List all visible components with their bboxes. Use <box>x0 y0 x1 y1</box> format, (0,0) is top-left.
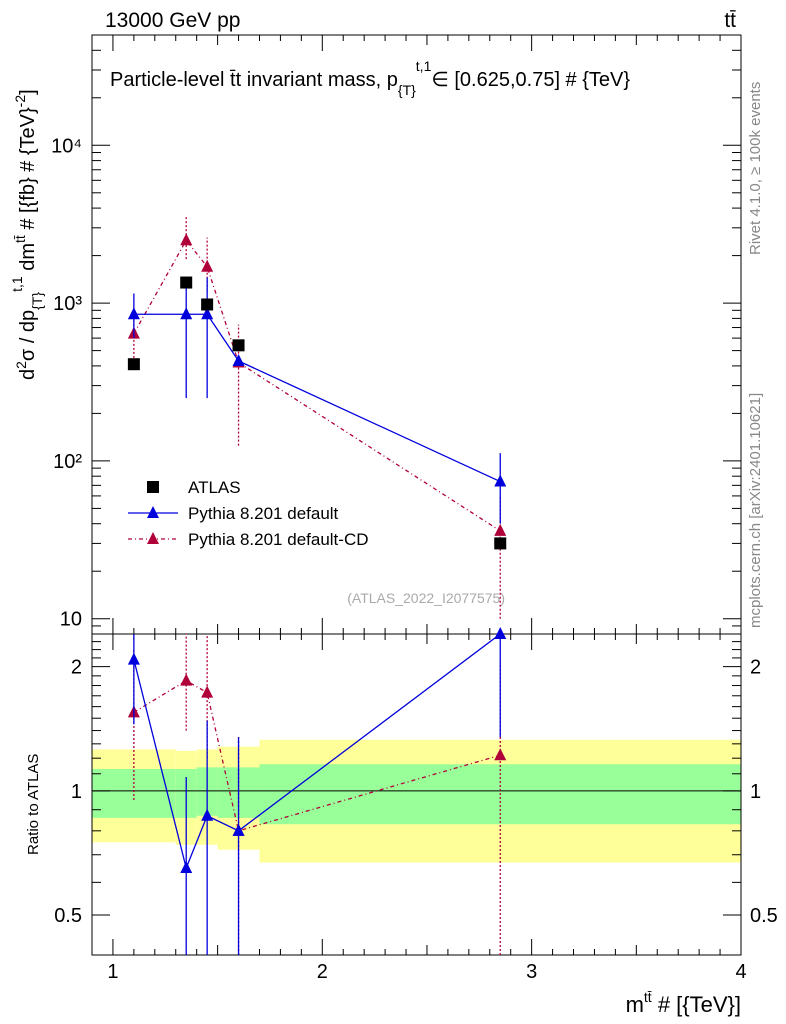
ratio-default-cd-point <box>494 748 507 761</box>
ratio-default-cd-point <box>201 685 214 698</box>
series-atlas-point <box>201 298 214 311</box>
ratio-default-point <box>180 861 193 874</box>
ratio-default-cd-line <box>133 679 501 832</box>
ylabel-b-sub: {T} <box>29 292 45 310</box>
legend-default-marker <box>147 506 159 518</box>
ratio-band-inner <box>92 768 176 818</box>
ratio-y-axis-label: Ratio to ATLAS <box>25 754 42 855</box>
x-tick-label: 1 <box>107 961 118 983</box>
ratio-y-tick-label-right: 1 <box>750 781 761 803</box>
series-default-point <box>180 307 193 320</box>
y-tick-label: 10² <box>53 451 82 473</box>
series-atlas-point <box>494 537 507 550</box>
ylabel-c-sup: tt̄ <box>12 235 28 243</box>
legend-default-cd-marker <box>147 532 159 544</box>
x-tick-label: 3 <box>526 961 537 983</box>
plot-frames <box>91 34 742 956</box>
legend: ATLAS Pythia 8.201 default Pythia 8.201 de… <box>128 478 369 549</box>
y-tick-label: 10⁴ <box>51 135 82 157</box>
ratio-plot-frame <box>91 633 742 956</box>
legend-entry-label: Pythia 8.201 default-CD <box>188 530 369 549</box>
ratio-default-point <box>232 823 245 836</box>
ylabel-d: # [{fb} # {TeV} <box>17 107 39 235</box>
x-axis-label: mtt̄ # [{TeV}] <box>626 989 741 1017</box>
series-default-point <box>127 307 140 320</box>
ylabel-a: d <box>17 369 39 380</box>
series-default-point <box>494 474 507 487</box>
legend-entry-label: ATLAS <box>188 478 241 497</box>
rivet-version-label: Rivet 4.1.0, ≥ 100k events <box>747 82 764 255</box>
series-default-point <box>201 307 214 320</box>
header-collision-label: 13000 GeV pp <box>105 9 240 32</box>
plot-title: Particle-level t̄t invariant mass, p{T}t… <box>110 58 630 98</box>
xlabel-sup: tt̄ <box>644 989 652 1005</box>
ratio-y-tick-label-right: 2 <box>750 657 761 679</box>
series-default-line <box>133 313 501 483</box>
series-atlas-point <box>232 339 245 352</box>
ratio-default-point <box>494 627 507 639</box>
x-tick-label: 2 <box>317 961 328 983</box>
legend-entry-label: Pythia 8.201 default <box>188 504 339 523</box>
legend-atlas-marker <box>147 481 159 493</box>
ratio-y-tick-label-left: 2 <box>71 657 82 679</box>
series-default-cd-point <box>494 523 507 536</box>
series-default-cd-point <box>201 259 214 272</box>
y-tick-label: 10³ <box>53 293 82 315</box>
y-tick-label: 10 <box>60 609 82 631</box>
ylabel-b-sup: t,1 <box>9 276 25 292</box>
ratio-uncertainty-bands <box>92 739 741 863</box>
y-axis-label: d2σ / dp{T}t,1 dmtt̄ # [{fb} # {TeV}-2] <box>9 89 45 380</box>
ylabel-b: σ / dp <box>17 310 39 361</box>
ratio-default-cd-point <box>180 673 193 686</box>
ylabel-d-sup: -2 <box>12 95 28 108</box>
ylabel-c: dm <box>17 243 39 276</box>
series-default-point <box>232 353 245 366</box>
ratio-default-point <box>127 652 140 665</box>
plot-title-main: Particle-level t̄t invariant mass, p <box>110 69 398 91</box>
ratio-y-tick-label-right: 0.5 <box>750 905 778 927</box>
series-atlas-point <box>180 276 193 289</box>
header-process-label: tt̄ <box>724 9 736 32</box>
series-atlas-point <box>127 358 140 371</box>
xlabel-main: m <box>626 992 644 1017</box>
data-series <box>127 215 507 955</box>
ratio-y-tick-label-left: 1 <box>71 781 82 803</box>
plot-title-sub: {T} <box>398 82 416 98</box>
series-default-cd-point <box>180 233 193 246</box>
ratio-default-point <box>201 808 214 821</box>
analysis-watermark: (ATLAS_2022_I2077575) <box>347 590 505 606</box>
plot-title-tail: ∈ [0.625,0.75] # {TeV} <box>431 69 630 91</box>
ylabel-e: ] <box>17 89 39 95</box>
plot-title-sup: t,1 <box>416 58 432 74</box>
xlabel-tail: # [{TeV}] <box>652 992 741 1017</box>
mcplots-label: mcplots.cern.ch [arXiv:2401.10621] <box>747 393 764 628</box>
ylabel-a-sup: 2 <box>13 361 29 369</box>
ratio-y-tick-label-left: 0.5 <box>54 905 82 927</box>
axis-ticks: 1 2 3 4 10 10² 10³ 10⁴ 0.5 0.5 1 1 2 2 <box>51 34 778 983</box>
x-tick-label: 4 <box>735 961 746 983</box>
